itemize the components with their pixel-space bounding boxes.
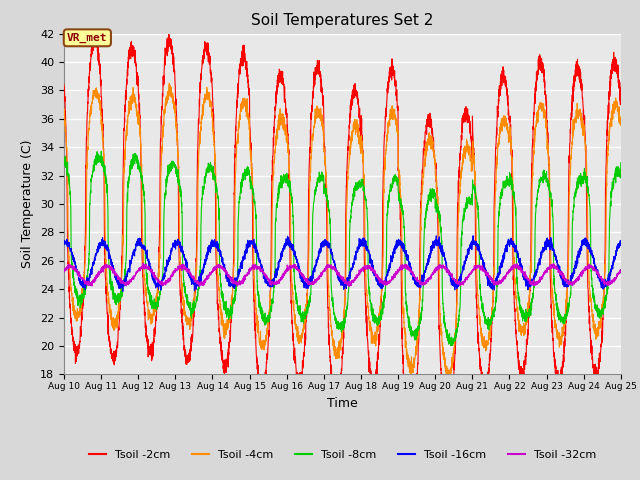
Line: Tsoil -8cm: Tsoil -8cm: [64, 152, 621, 346]
Tsoil -16cm: [180, 252, 188, 258]
Tsoil -4cm: [617, 116, 625, 121]
Line: Tsoil -16cm: Tsoil -16cm: [64, 236, 621, 291]
Tsoil -16cm: [564, 284, 572, 289]
Tsoil -8cm: [564, 301, 572, 307]
Tsoil -2cm: [93, 24, 100, 29]
Legend: Tsoil -2cm, Tsoil -4cm, Tsoil -8cm, Tsoil -16cm, Tsoil -32cm: Tsoil -2cm, Tsoil -4cm, Tsoil -8cm, Tsoi…: [84, 445, 600, 464]
Tsoil -4cm: [216, 299, 223, 304]
Tsoil -4cm: [397, 198, 404, 204]
Tsoil -4cm: [180, 303, 188, 309]
Tsoil -8cm: [406, 331, 414, 337]
Text: VR_met: VR_met: [67, 33, 108, 43]
Tsoil -16cm: [469, 233, 477, 239]
Tsoil -2cm: [216, 329, 223, 335]
Tsoil -8cm: [216, 259, 223, 264]
Tsoil -8cm: [397, 196, 404, 202]
Line: Tsoil -32cm: Tsoil -32cm: [64, 263, 621, 287]
Tsoil -2cm: [407, 426, 415, 432]
Tsoil -16cm: [617, 240, 625, 245]
Y-axis label: Soil Temperature (C): Soil Temperature (C): [22, 140, 35, 268]
Tsoil -4cm: [406, 363, 414, 369]
Tsoil -8cm: [617, 160, 625, 166]
Tsoil -16cm: [60, 241, 68, 247]
Tsoil -32cm: [140, 260, 147, 266]
Line: Tsoil -2cm: Tsoil -2cm: [64, 26, 621, 438]
Tsoil -32cm: [180, 265, 188, 271]
Tsoil -32cm: [407, 268, 415, 274]
Tsoil -16cm: [397, 242, 404, 248]
Tsoil -32cm: [216, 264, 223, 269]
Tsoil -32cm: [617, 267, 625, 273]
Tsoil -8cm: [180, 276, 188, 282]
Tsoil -32cm: [617, 269, 625, 275]
Tsoil -2cm: [406, 435, 413, 441]
Tsoil -2cm: [180, 334, 188, 339]
Tsoil -2cm: [60, 82, 68, 87]
Tsoil -32cm: [60, 268, 68, 274]
Tsoil -2cm: [397, 232, 404, 238]
Tsoil -16cm: [617, 240, 625, 246]
Title: Soil Temperatures Set 2: Soil Temperatures Set 2: [252, 13, 433, 28]
Tsoil -2cm: [617, 101, 625, 107]
Tsoil -32cm: [196, 284, 204, 289]
Tsoil -32cm: [397, 263, 404, 269]
Tsoil -8cm: [97, 149, 105, 155]
Tsoil -2cm: [617, 84, 625, 90]
Tsoil -16cm: [119, 288, 127, 294]
Tsoil -8cm: [447, 343, 454, 348]
Tsoil -4cm: [617, 117, 625, 123]
Tsoil -16cm: [406, 268, 414, 274]
Tsoil -4cm: [445, 377, 452, 383]
Tsoil -32cm: [564, 278, 572, 284]
Line: Tsoil -4cm: Tsoil -4cm: [64, 84, 621, 380]
Tsoil -16cm: [216, 252, 223, 257]
Tsoil -8cm: [617, 170, 625, 176]
Tsoil -4cm: [60, 113, 68, 119]
Tsoil -2cm: [564, 224, 572, 230]
X-axis label: Time: Time: [327, 396, 358, 409]
Tsoil -8cm: [60, 156, 68, 162]
Tsoil -4cm: [564, 264, 572, 270]
Tsoil -4cm: [165, 81, 173, 86]
